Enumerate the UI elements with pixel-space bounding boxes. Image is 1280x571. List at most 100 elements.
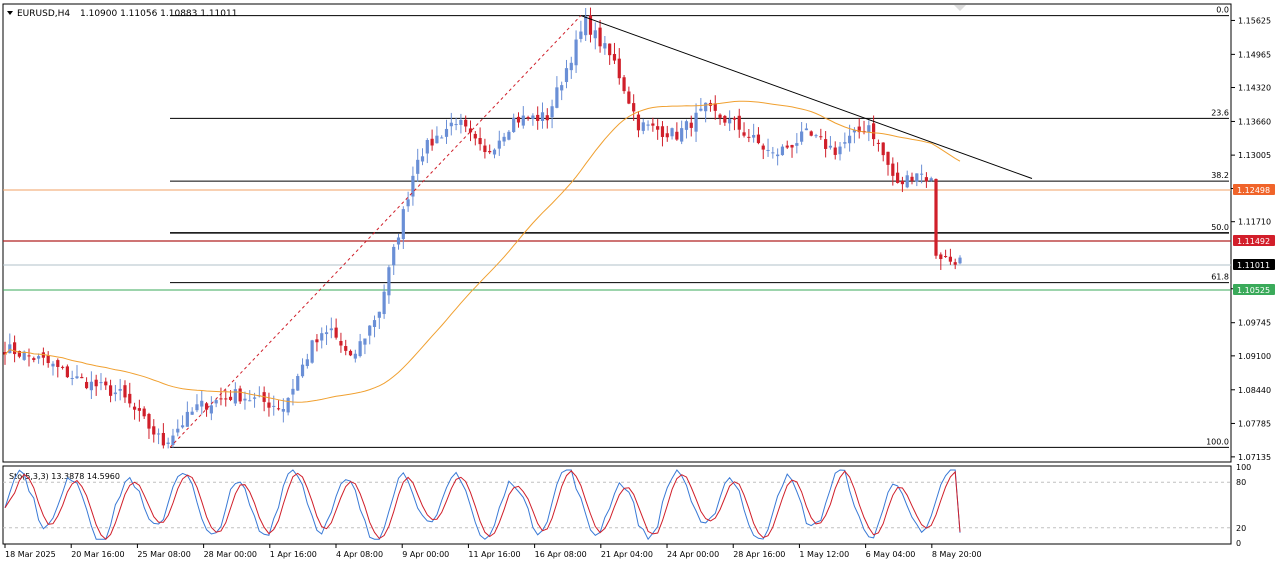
candle-body <box>3 352 7 355</box>
candle-body <box>464 119 468 127</box>
candle <box>684 119 689 139</box>
candle-body <box>800 131 804 142</box>
candle <box>507 130 511 141</box>
candle <box>190 407 194 416</box>
candle-body <box>406 199 410 207</box>
candle-body <box>320 333 324 341</box>
candle <box>718 113 722 125</box>
candle <box>824 131 828 158</box>
candle-body <box>881 142 885 156</box>
candle <box>137 399 141 422</box>
green-price-tag-bg <box>1233 284 1275 295</box>
candle-body <box>536 114 540 121</box>
candle-body <box>118 388 122 391</box>
candle-body <box>281 408 285 412</box>
candle <box>713 95 717 120</box>
candle <box>593 22 597 50</box>
candle-body <box>824 139 828 149</box>
stochastic-axis-label: 100 <box>1236 463 1251 472</box>
candle <box>425 138 429 164</box>
candle <box>368 325 372 345</box>
fibonacci-levels[interactable]: 0.0 23.6 38.2 50.0 61.8 100.0 <box>170 6 1229 448</box>
candle <box>396 233 401 250</box>
current-price-tag: 1.11011 <box>1237 261 1270 270</box>
candle <box>905 170 909 189</box>
candle-body <box>272 405 276 407</box>
candle-body <box>728 119 732 124</box>
candle <box>200 390 204 415</box>
candle-body <box>632 103 636 112</box>
candle <box>166 437 170 449</box>
chart-menu-arrow-icon[interactable] <box>7 11 13 15</box>
time-tick-label: 16 Apr 08:00 <box>535 550 587 559</box>
candle <box>728 110 732 132</box>
candle <box>315 334 319 352</box>
candle <box>488 144 492 155</box>
candle <box>795 133 799 154</box>
candle-body <box>243 398 247 401</box>
candle-body <box>838 146 842 155</box>
trend-lines[interactable] <box>169 15 1033 448</box>
candle <box>195 394 199 413</box>
candle <box>737 108 741 138</box>
candle <box>886 151 890 176</box>
candle-body <box>550 106 554 118</box>
candle-body <box>416 159 420 174</box>
candle <box>867 120 871 142</box>
candle-body <box>795 143 799 146</box>
candle-body <box>22 351 26 360</box>
candle-body <box>80 376 84 379</box>
candle-body <box>267 402 271 408</box>
candle <box>128 382 132 408</box>
price-tick-label: 1.11710 <box>1238 218 1271 227</box>
candle <box>84 377 89 390</box>
candle <box>377 311 381 330</box>
candle-body <box>492 149 497 155</box>
candle <box>310 339 314 364</box>
candle-body <box>104 381 108 386</box>
candle-body <box>17 350 21 357</box>
candle-body <box>684 121 689 130</box>
candle <box>742 122 746 138</box>
candle-body <box>507 131 511 140</box>
candle-body <box>41 352 45 358</box>
candle-body <box>617 58 621 79</box>
candle-body <box>300 364 305 377</box>
candle-body <box>747 136 751 138</box>
candle-body <box>147 413 151 429</box>
candle <box>915 173 919 187</box>
chart-shift-marker-icon[interactable] <box>954 5 966 11</box>
candle-body <box>75 376 79 379</box>
candle <box>473 131 477 146</box>
candle <box>324 325 329 345</box>
candle <box>152 419 156 443</box>
candle-body <box>896 172 900 183</box>
candle-body <box>521 115 525 126</box>
candle-body <box>843 142 847 144</box>
stochastic-label: Sto(5,3,3) 13.3878 14.5960 <box>9 472 120 481</box>
candle-body <box>180 425 185 428</box>
candle-body <box>108 385 113 396</box>
candle <box>896 162 900 184</box>
candle <box>843 132 847 149</box>
candle-body <box>161 432 165 446</box>
candle-body <box>128 393 132 404</box>
candle <box>680 120 684 145</box>
candle <box>708 99 713 112</box>
candle-body <box>156 433 161 435</box>
candle <box>286 397 290 416</box>
candle-body <box>790 144 794 148</box>
candle <box>454 117 458 131</box>
candle <box>459 113 463 134</box>
price-tick-label: 1.13005 <box>1238 151 1271 160</box>
candle-body <box>132 406 137 410</box>
time-tick-label: 4 Apr 08:00 <box>336 550 383 559</box>
candle-body <box>46 355 50 364</box>
price-tick-label: 1.13660 <box>1238 117 1271 126</box>
orange-price-tag-bg <box>1233 184 1275 195</box>
candle <box>665 125 669 142</box>
candle-body <box>809 131 813 136</box>
candle <box>387 265 391 304</box>
